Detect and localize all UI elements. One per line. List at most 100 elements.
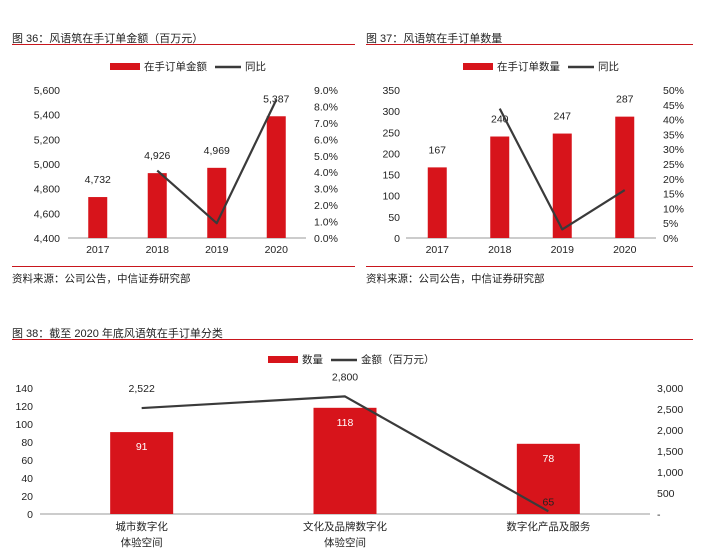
fig36-y2tick-label: 8.0% (314, 101, 338, 113)
fig36-ytick-label: 4,600 (34, 208, 60, 220)
fig38-bar (516, 443, 580, 514)
fig36-legend-line-label: 同比 (245, 60, 266, 73)
fig37-y2tick-label: 40% (663, 115, 684, 127)
fig36-ytick-label: 5,000 (34, 159, 60, 171)
fig37-y2tick-label: 30% (663, 144, 684, 156)
fig37-y2tick-label: 45% (663, 100, 684, 112)
fig38-legend-line-label: 金额（百万元） (361, 353, 435, 366)
fig37-bottom-rule (366, 266, 693, 267)
fig36-y2tick-label: 6.0% (314, 134, 338, 146)
fig36-y2tick-label: 4.0% (314, 167, 338, 179)
fig36-chart: 在手订单金额 同比 4,400 4,600 4,800 5,000 5,200 5,400 5,… (34, 60, 338, 256)
fig38-line-value-label: 65 (542, 496, 554, 508)
fig37-bar (427, 167, 447, 238)
fig38-y2tick-label: 1,000 (657, 467, 683, 479)
fig36-y2tick-label: 3.0% (314, 184, 338, 196)
fig36-legend-bar-swatch (110, 63, 140, 70)
fig38-x-category-label: 体验空间 (324, 536, 366, 549)
fig36-x-category-label: 2018 (146, 244, 170, 256)
fig36-legend-bar-label: 在手订单金额 (144, 60, 207, 73)
fig37-y2tick-label: 0% (663, 233, 678, 245)
fig37-x-category-label: 2017 (426, 244, 450, 256)
fig37-ytick-label: 50 (388, 212, 400, 224)
fig37-y2tick-label: 15% (663, 189, 684, 201)
fig37-legend-bar-label: 在手订单数量 (497, 60, 560, 73)
fig38-y2tick-label: 500 (657, 488, 675, 500)
fig37-bar-value-label: 167 (428, 144, 446, 156)
fig37-legend-line-label: 同比 (598, 60, 619, 73)
fig36-ytick-label: 5,400 (34, 110, 60, 122)
fig37-ytick-label: 150 (382, 170, 400, 182)
fig36-y2tick-label: 5.0% (314, 151, 338, 163)
fig36-y2tick-label: 7.0% (314, 118, 338, 130)
fig38-bar-value-label: 78 (542, 453, 554, 465)
fig38-y2tick-label: - (657, 509, 661, 521)
fig38-x-category-label: 城市数字化 (115, 520, 168, 533)
fig37-ytick-label: 200 (382, 148, 400, 160)
fig36-ytick-label: 5,200 (34, 134, 60, 146)
fig36-bar-value-label: 4,969 (204, 145, 230, 157)
fig37-ytick-label: 0 (394, 233, 400, 245)
fig37-ytick-label: 100 (382, 191, 400, 203)
fig38-ytick-label: 80 (21, 437, 33, 449)
fig36-y2tick-label: 1.0% (314, 217, 338, 229)
fig38-bar-value-label: 118 (337, 417, 354, 429)
fig37-title: 图 37：风语筑在手订单数量 (366, 33, 503, 45)
fig38-ytick-label: 120 (15, 401, 33, 413)
fig38-y2tick-label: 2,500 (657, 404, 683, 416)
fig37-y2tick-label: 5% (663, 218, 678, 230)
fig38-line-value-label: 2,800 (332, 371, 358, 383)
fig36-bar (147, 173, 167, 238)
fig37-x-category-label: 2019 (551, 244, 575, 256)
fig38-x-category-label: 数字化产品及服务 (506, 520, 590, 533)
fig38-title-rule (12, 339, 693, 340)
fig37-source: 资料来源：公司公告，中信证券研究部 (366, 273, 545, 285)
fig37-bar (615, 116, 635, 238)
fig36-title-rule (12, 44, 355, 45)
fig38-line-value-label: 2,522 (129, 383, 155, 395)
fig38-ytick-label: 140 (15, 383, 33, 395)
fig36-x-category-label: 2017 (86, 244, 110, 256)
fig37-title-rule (366, 44, 693, 45)
fig38-chart: 数量 金额（百万元） 0 20 40 60 80 100 120 140 - 500 1,000 1,50… (15, 353, 683, 549)
fig38-legend-bar-label: 数量 (302, 353, 323, 366)
fig38-ytick-label: 40 (21, 473, 33, 485)
fig36-bar (266, 116, 286, 238)
fig36-x-category-label: 2020 (265, 244, 289, 256)
fig37-ytick-label: 350 (382, 85, 400, 97)
fig36-source: 资料来源：公司公告，中信证券研究部 (12, 273, 191, 285)
fig38-bar-value-label: 91 (136, 441, 148, 453)
fig38-bar (110, 432, 174, 514)
fig36-bar (207, 167, 227, 238)
fig37-y2tick-label: 35% (663, 129, 684, 141)
fig38-ytick-label: 60 (21, 455, 33, 467)
fig38-y2tick-label: 2,000 (657, 425, 683, 437)
fig37-y2tick-label: 20% (663, 174, 684, 186)
fig36-ytick-label: 4,400 (34, 233, 60, 245)
fig36-bar (88, 197, 108, 238)
fig38-ytick-label: 100 (15, 419, 33, 431)
fig38-x-category-label: 体验空间 (121, 536, 163, 549)
fig36-bar-value-label: 4,926 (144, 150, 170, 162)
fig37-y2tick-label: 10% (663, 203, 684, 215)
fig37-legend-bar-swatch (463, 63, 493, 70)
fig37-bar-value-label: 247 (553, 111, 571, 123)
fig36-bar-value-label: 4,732 (85, 174, 111, 186)
fig37-x-category-label: 2020 (613, 244, 637, 256)
fig38-x-category-label: 文化及品牌数字化 (303, 520, 387, 533)
fig36-title: 图 36：风语筑在手订单金额（百万元） (12, 33, 204, 45)
fig38-ytick-label: 20 (21, 491, 33, 503)
fig37-x-category-label: 2018 (488, 244, 512, 256)
fig37-chart: 在手订单数量 同比 0 50 100 150 200 250 300 350 0% 5% 10% 15% 2… (382, 60, 684, 256)
fig36-y2tick-label: 0.0% (314, 233, 338, 245)
fig36-ytick-label: 4,800 (34, 184, 60, 196)
fig37-y2tick-label: 50% (663, 85, 684, 97)
fig37-y2tick-label: 25% (663, 159, 684, 171)
fig37-bar (490, 136, 510, 238)
fig36-ytick-label: 5,600 (34, 85, 60, 97)
fig38-legend-bar-swatch (268, 356, 298, 363)
fig37-ytick-label: 300 (382, 106, 400, 118)
fig37-bar-value-label: 287 (616, 94, 634, 106)
fig38-y2tick-label: 1,500 (657, 446, 683, 458)
fig36-y2tick-label: 9.0% (314, 85, 338, 97)
